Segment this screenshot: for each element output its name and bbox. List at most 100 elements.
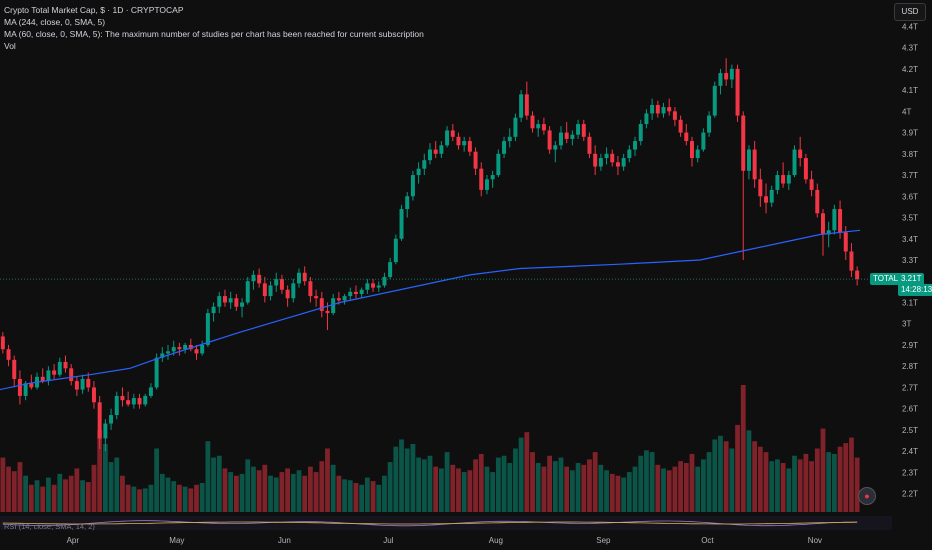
candle-body[interactable] [160, 353, 165, 358]
candle-body[interactable] [257, 274, 262, 284]
candle-body[interactable] [718, 73, 723, 86]
candle-body[interactable] [729, 68, 734, 80]
candle-body[interactable] [473, 151, 478, 169]
candle-body[interactable] [456, 136, 461, 146]
candle-body[interactable] [650, 104, 655, 114]
candle-body[interactable] [826, 230, 831, 235]
candle-body[interactable] [331, 298, 336, 314]
candle-body[interactable] [752, 149, 757, 180]
candle-body[interactable] [86, 378, 91, 388]
candle-body[interactable] [217, 296, 222, 307]
candle-body[interactable] [291, 283, 296, 299]
candle-body[interactable] [29, 383, 34, 388]
candle-body[interactable] [792, 149, 797, 176]
candle-body[interactable] [724, 73, 729, 80]
candle-body[interactable] [245, 281, 250, 303]
candle-body[interactable] [279, 279, 284, 290]
candle-body[interactable] [405, 196, 410, 210]
candle-body[interactable] [667, 107, 672, 112]
candle-body[interactable] [439, 145, 444, 154]
candle-body[interactable] [576, 124, 581, 135]
candle-body[interactable] [798, 149, 803, 159]
candle-body[interactable] [781, 175, 786, 184]
candle-body[interactable] [126, 400, 131, 405]
candle-body[interactable] [325, 310, 330, 314]
candle-body[interactable] [109, 415, 114, 424]
legend-ma2[interactable]: MA (60, close, 0, SMA, 5): The maximum n… [4, 29, 424, 39]
candle-body[interactable] [479, 168, 484, 190]
candle-body[interactable] [131, 398, 136, 405]
candle-body[interactable] [302, 272, 307, 282]
candle-body[interactable] [541, 124, 546, 131]
candle-body[interactable] [319, 298, 324, 311]
candle-body[interactable] [593, 153, 598, 167]
candle-body[interactable] [855, 270, 860, 280]
candle-body[interactable] [621, 158, 626, 167]
candle-body[interactable] [143, 395, 148, 405]
candle-body[interactable] [148, 387, 153, 396]
candle-body[interactable] [672, 111, 677, 120]
candle-body[interactable] [604, 153, 609, 159]
candle-body[interactable] [769, 189, 774, 203]
candle-body[interactable] [297, 272, 301, 284]
candle-body[interactable] [274, 279, 279, 286]
candle-body[interactable] [0, 336, 5, 350]
candle-body[interactable] [365, 283, 370, 290]
candle-body[interactable] [171, 347, 176, 352]
candle-body[interactable] [268, 285, 273, 297]
candle-body[interactable] [342, 296, 347, 301]
candle-body[interactable] [786, 175, 791, 184]
legend-ma1[interactable]: MA (244, close, 0, SMA, 5) [4, 17, 106, 27]
candle-body[interactable] [6, 349, 11, 360]
candle-body[interactable] [336, 298, 341, 301]
candle-body[interactable] [775, 175, 780, 190]
candle-body[interactable] [137, 398, 142, 405]
candle-body[interactable] [114, 395, 119, 416]
candle-body[interactable] [536, 124, 541, 129]
candle-body[interactable] [496, 153, 501, 176]
candle-body[interactable] [194, 349, 199, 354]
candle-body[interactable] [519, 94, 524, 118]
candle-body[interactable] [91, 387, 96, 403]
candle-body[interactable] [382, 276, 387, 286]
legend-title[interactable]: Crypto Total Market Cap, $ · 1D · CRYPTO… [4, 5, 184, 15]
candle-body[interactable] [661, 107, 666, 114]
candle-body[interactable] [627, 149, 632, 159]
candle-body[interactable] [166, 351, 171, 354]
candle-body[interactable] [57, 361, 62, 375]
candle-body[interactable] [188, 344, 193, 350]
candle-body[interactable] [843, 232, 848, 252]
candle-body[interactable] [809, 179, 814, 190]
candle-body[interactable] [530, 115, 535, 129]
candle-body[interactable] [450, 130, 455, 137]
candle-body[interactable] [222, 296, 227, 303]
candle-body[interactable] [154, 357, 159, 388]
candle-body[interactable] [177, 347, 182, 350]
candle-body[interactable] [570, 134, 575, 139]
candle-body[interactable] [228, 298, 233, 303]
candle-body[interactable] [832, 209, 837, 231]
candle-body[interactable] [97, 402, 102, 439]
candle-body[interactable] [348, 291, 353, 297]
candle-body[interactable] [183, 344, 188, 350]
candle-body[interactable] [428, 149, 432, 161]
candle-body[interactable] [564, 132, 569, 139]
candle-body[interactable] [445, 130, 450, 146]
candle-body[interactable] [23, 383, 28, 396]
candle-body[interactable] [678, 119, 683, 133]
candle-body[interactable] [393, 238, 398, 263]
candle-body[interactable] [251, 274, 256, 282]
candle-body[interactable] [69, 368, 74, 382]
candle-body[interactable] [462, 141, 467, 146]
candle-body[interactable] [610, 153, 615, 163]
candle-body[interactable] [803, 158, 808, 180]
candle-body[interactable] [120, 395, 125, 401]
candle-body[interactable] [422, 160, 427, 169]
candle-body[interactable] [684, 132, 689, 142]
candle-body[interactable] [815, 189, 820, 214]
candle-body[interactable] [524, 94, 529, 116]
candle-body[interactable] [490, 175, 495, 180]
candle-body[interactable] [712, 85, 717, 116]
candle-body[interactable] [46, 370, 51, 382]
candle-body[interactable] [388, 262, 393, 277]
